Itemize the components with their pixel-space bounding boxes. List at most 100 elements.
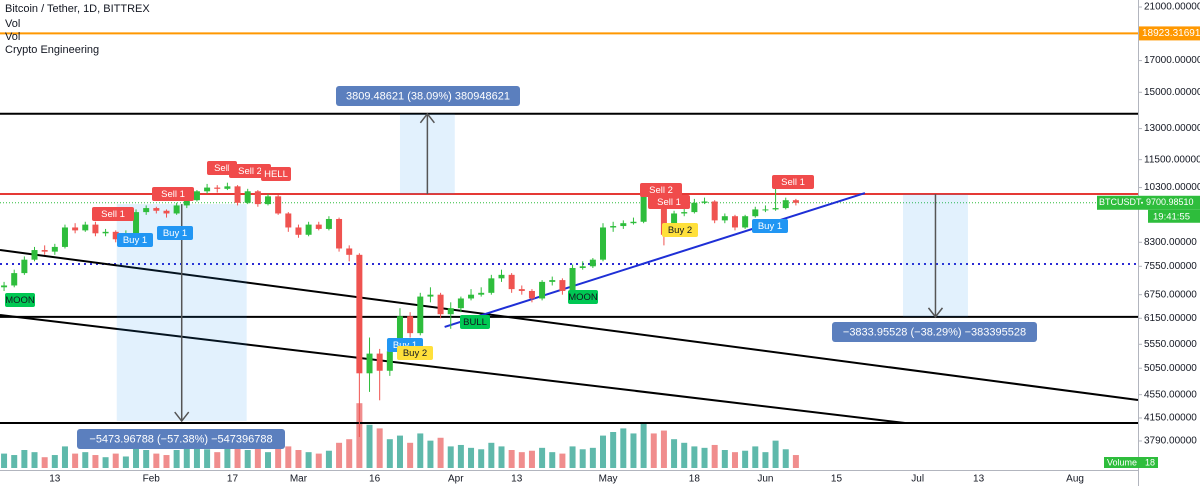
candle-body xyxy=(731,216,738,228)
volume-bar xyxy=(437,437,444,468)
volume-bar xyxy=(518,452,525,468)
candle-body xyxy=(325,218,332,229)
candle-body xyxy=(224,186,231,189)
candle-body xyxy=(498,274,505,279)
candle-body xyxy=(11,273,18,286)
signal: Buy 2 xyxy=(662,223,698,237)
volume-pane xyxy=(1,403,799,468)
volume-bar xyxy=(447,446,454,468)
time-axis-bg xyxy=(0,470,1138,486)
measure-label-bg xyxy=(832,322,1037,342)
signal-label: Sell xyxy=(214,163,230,174)
x-tick-label: May xyxy=(599,474,618,485)
candle-body xyxy=(315,224,322,229)
volume-bar xyxy=(346,439,353,468)
signal-label: MOON xyxy=(568,292,598,303)
y-tick-label: 8300.00000 xyxy=(1144,237,1197,248)
volume-tag-label: Volume xyxy=(1107,457,1137,467)
level-tag-bg xyxy=(1139,26,1200,41)
volume-bar xyxy=(600,435,607,468)
volume-bar xyxy=(133,447,140,468)
signal-label: Buy 1 xyxy=(393,340,417,351)
y-tick-label: 13000.00000 xyxy=(1144,123,1200,134)
volume-bar xyxy=(244,450,251,468)
signal-label: BULL xyxy=(463,317,487,328)
volume-bar xyxy=(589,447,596,468)
signal-bg xyxy=(662,223,698,237)
signal-bg xyxy=(772,175,814,189)
candle-body xyxy=(82,224,89,231)
volume-bar xyxy=(336,442,343,468)
signal-label: Sell 1 xyxy=(657,197,681,208)
signal-label: Buy 1 xyxy=(758,221,782,232)
candle-body xyxy=(396,316,403,352)
candle-body xyxy=(51,246,58,252)
x-tick-label: 18 xyxy=(689,474,701,485)
candle-body xyxy=(711,201,718,221)
candle-body xyxy=(792,200,799,203)
volume-bar xyxy=(711,444,718,468)
candle-body xyxy=(234,186,241,203)
y-tick-label: 21000.00000 xyxy=(1144,2,1200,13)
candle-body xyxy=(417,296,424,334)
signal: Sell 2 xyxy=(229,164,271,178)
candle-body xyxy=(721,216,728,221)
volume-bar xyxy=(407,442,414,468)
volume-bar xyxy=(721,450,728,468)
volume-bar xyxy=(61,446,68,468)
candle-body xyxy=(1,285,8,288)
volume-bar xyxy=(143,450,150,468)
volume-bar xyxy=(762,452,769,468)
candle-body xyxy=(285,213,292,228)
volume-bar xyxy=(772,440,779,468)
volume-bar xyxy=(92,455,99,468)
x-tick-label: Apr xyxy=(448,474,464,485)
candle-body xyxy=(569,267,576,291)
signal-bg xyxy=(152,187,194,201)
candle-body xyxy=(610,226,617,228)
volume-bar xyxy=(630,433,637,468)
candle-body xyxy=(447,308,454,315)
candle-body xyxy=(488,278,495,293)
volume-bar xyxy=(376,428,383,468)
measure-label: −5473.96788 (−57.38%) −547396788 xyxy=(89,433,272,445)
signal-bg xyxy=(397,346,433,360)
candle-body xyxy=(701,201,708,203)
volume-bar xyxy=(752,446,759,468)
signal-label: HELL xyxy=(264,169,288,180)
volume-bar xyxy=(396,435,403,468)
y-tick-label: 6750.00000 xyxy=(1144,289,1197,300)
volume-bar xyxy=(417,433,424,468)
y-tick-label: 6150.00000 xyxy=(1144,313,1197,324)
candle-body xyxy=(660,206,667,235)
signal: HELL xyxy=(261,167,291,181)
signal-label: Sell 1 xyxy=(781,177,805,188)
y-tick-label: 4550.00000 xyxy=(1144,389,1197,400)
volume-bar xyxy=(559,453,566,468)
candle-body xyxy=(265,196,272,205)
y-tick-label: 5550.00000 xyxy=(1144,339,1197,350)
signal-bg xyxy=(5,293,35,307)
signal-label: Buy 1 xyxy=(123,235,147,246)
candle-body xyxy=(508,274,515,290)
measure-label: 3809.48621 (38.09%) 380948621 xyxy=(346,90,510,102)
signal-bg xyxy=(157,226,193,240)
signal-label: Sell 2 xyxy=(649,185,673,196)
volume-bar xyxy=(122,456,129,468)
price-axis-bg xyxy=(1138,0,1200,486)
candle-body xyxy=(559,280,566,291)
candle-body xyxy=(31,250,38,260)
candle-body xyxy=(640,196,647,222)
volume-bar xyxy=(650,433,657,468)
volume-bar xyxy=(508,450,515,468)
candle-body xyxy=(72,227,79,231)
volume-bar xyxy=(82,452,89,468)
candle-body xyxy=(92,224,99,234)
volume-bar xyxy=(214,452,221,468)
volume-bar xyxy=(183,447,190,468)
signal-bg xyxy=(568,290,598,304)
candle-body xyxy=(366,353,373,374)
volume-bar xyxy=(21,450,28,468)
